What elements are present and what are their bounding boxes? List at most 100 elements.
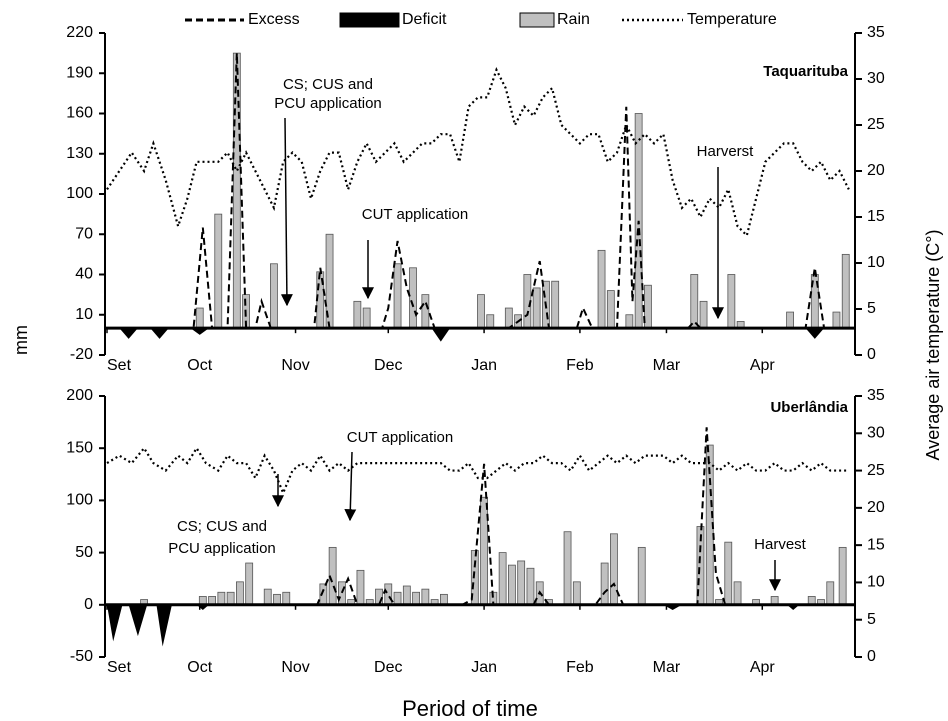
- annotation-arrow: [344, 451, 357, 522]
- y2-tick-label: 30: [867, 425, 885, 442]
- rain-bar: [409, 267, 417, 329]
- rain-bar: [217, 591, 226, 606]
- y2-axis-label: Average air temperature (C°): [923, 230, 943, 461]
- rain-bar: [838, 546, 847, 606]
- y2-tick-label: 5: [867, 611, 876, 628]
- rain-bar: [338, 581, 346, 606]
- rain-bar: [597, 249, 606, 329]
- rain-bar: [384, 583, 393, 606]
- rain-bar: [724, 541, 733, 606]
- rain-bar: [486, 314, 495, 329]
- y2-tick-label: 20: [867, 499, 885, 516]
- x-tick-label: Feb: [566, 659, 594, 676]
- y2-tick-label: 10: [867, 254, 885, 271]
- rain-bar: [551, 280, 560, 329]
- rain-bar: [270, 263, 278, 329]
- rain-bar: [226, 591, 235, 606]
- y-tick-label: 160: [66, 105, 93, 122]
- rain-bar: [600, 562, 609, 606]
- rain-bar: [727, 274, 736, 329]
- rain-bar: [572, 581, 581, 606]
- x-tick-label: Apr: [750, 357, 776, 374]
- rain-bar: [421, 588, 430, 606]
- x-tick-label: Apr: [750, 659, 776, 676]
- rain-bar: [421, 294, 430, 329]
- y-tick-label: 50: [75, 544, 93, 561]
- rain-bar: [508, 564, 516, 606]
- temperature-line: [106, 446, 849, 496]
- y2-tick-label: 15: [867, 536, 885, 553]
- legend-label: Rain: [557, 11, 590, 28]
- legend-swatch: [339, 12, 400, 28]
- legend-swatch: [519, 12, 555, 28]
- deficit-area: [107, 604, 800, 647]
- x-tick-label: Oct: [187, 659, 212, 676]
- excess-line: [107, 53, 852, 330]
- annotation: CUT application: [362, 206, 468, 223]
- legend-label: Deficit: [402, 11, 447, 28]
- x-tick-label: Mar: [653, 357, 681, 374]
- annotation: CS; CUS and: [283, 76, 373, 93]
- y2-tick-label: 15: [867, 208, 885, 225]
- y2-tick-label: 0: [867, 346, 876, 363]
- y-tick-label: 10: [75, 306, 93, 323]
- y-tick-label: 100: [66, 492, 93, 509]
- rain-bar: [356, 569, 365, 606]
- y2-tick-label: 5: [867, 300, 876, 317]
- x-tick-label: Nov: [281, 659, 309, 676]
- rain-bar: [232, 52, 241, 329]
- x-tick-label: Oct: [187, 357, 212, 374]
- rain-bar: [273, 593, 281, 606]
- rain-bar: [195, 307, 204, 329]
- panel-title: Taquarituba: [763, 63, 848, 80]
- y-tick-label: 100: [66, 185, 93, 202]
- excess-line: [107, 427, 852, 606]
- x-tick-label: Jan: [471, 357, 497, 374]
- annotation: CS; CUS and: [177, 518, 267, 535]
- y-tick-label: 40: [75, 266, 93, 283]
- annotation: Harvest: [754, 536, 807, 553]
- rain-bar: [826, 581, 835, 606]
- rain-bar: [412, 591, 420, 606]
- x-tick-label: Nov: [281, 357, 309, 374]
- annotation-arrow: [280, 117, 293, 307]
- y-tick-label: 220: [66, 24, 93, 41]
- rain-bar: [245, 562, 254, 606]
- y-tick-label: 130: [66, 145, 93, 162]
- y-tick-label: 0: [84, 596, 93, 613]
- y2-tick-label: 25: [867, 116, 885, 133]
- rain-bar: [637, 546, 646, 606]
- rain-bar: [214, 213, 223, 329]
- y2-tick-label: 25: [867, 462, 885, 479]
- rain-bar: [644, 284, 652, 329]
- annotation: PCU application: [168, 540, 276, 557]
- rain-bar: [402, 585, 411, 606]
- rain-bar: [353, 300, 362, 329]
- annotation: CUT application: [347, 429, 453, 446]
- rain-bar: [625, 314, 634, 329]
- x-tick-label: Dec: [374, 357, 402, 374]
- y-axis-label: mm: [11, 325, 31, 355]
- legend-label: Temperature: [687, 11, 777, 28]
- y2-tick-label: 35: [867, 387, 885, 404]
- rain-bar: [282, 591, 291, 606]
- y2-tick-label: 35: [867, 24, 885, 41]
- rain-bar: [526, 567, 535, 606]
- rain-bar: [498, 552, 507, 606]
- x-tick-label: Dec: [374, 659, 402, 676]
- y-tick-label: 190: [66, 64, 93, 81]
- rain-bar: [841, 253, 850, 329]
- rain-bar: [440, 593, 448, 606]
- rain-bar: [362, 307, 371, 329]
- legend-label: Excess: [248, 11, 300, 28]
- y2-tick-label: 30: [867, 70, 885, 87]
- y2-tick-label: 20: [867, 162, 885, 179]
- rain-bar: [733, 581, 742, 606]
- y-tick-label: 70: [75, 225, 93, 242]
- rain-bar: [786, 311, 794, 329]
- y2-tick-label: 0: [867, 648, 876, 665]
- y2-tick-label: 10: [867, 574, 885, 591]
- x-tick-label: Jan: [471, 659, 497, 676]
